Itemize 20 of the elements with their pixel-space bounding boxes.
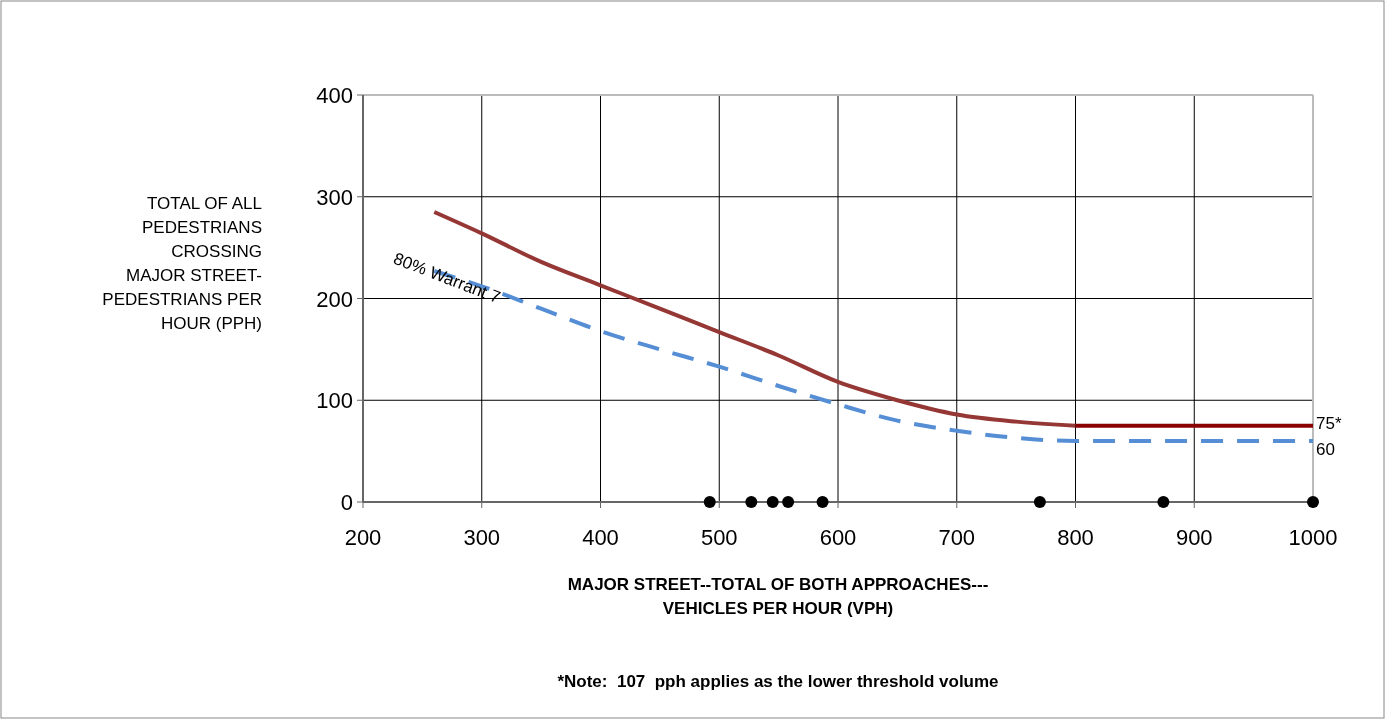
x-tick-label: 900: [1175, 525, 1213, 550]
x-tick-label: 1000: [1288, 525, 1338, 550]
x-tick-label: 600: [819, 525, 857, 550]
y-tick-label: 300: [316, 184, 353, 210]
x-tick-label: 800: [1057, 525, 1094, 550]
x-tick-label: 500: [700, 525, 738, 550]
y-tick-label: 200: [316, 286, 353, 312]
y-tick-label: 0: [340, 490, 353, 515]
x-tick-label: 300: [463, 525, 501, 550]
y-tick-label: 100: [316, 388, 353, 414]
line-series: [432, 210, 1078, 428]
text: *Note: 107 pph applies as the lower threshold volume: [557, 672, 999, 691]
x-tick-label: 700: [938, 525, 976, 550]
x-tick-label: 400: [582, 525, 619, 550]
y-axis-title: TOTAL OF ALL PEDESTRIANS CROSSING MAJOR STREET- PEDESTRIANS PER HOUR (PPH): [102, 194, 262, 333]
text: 75*: [1316, 413, 1342, 433]
x-axis-title: MAJOR STREET--TOTAL OF BOTH APPROACHES--- VEHICLES PER HOUR (VPH): [567, 575, 989, 618]
y-tick-label: 400: [316, 83, 353, 108]
text: 60: [1316, 439, 1335, 459]
x-tick-label: 200: [344, 525, 382, 550]
